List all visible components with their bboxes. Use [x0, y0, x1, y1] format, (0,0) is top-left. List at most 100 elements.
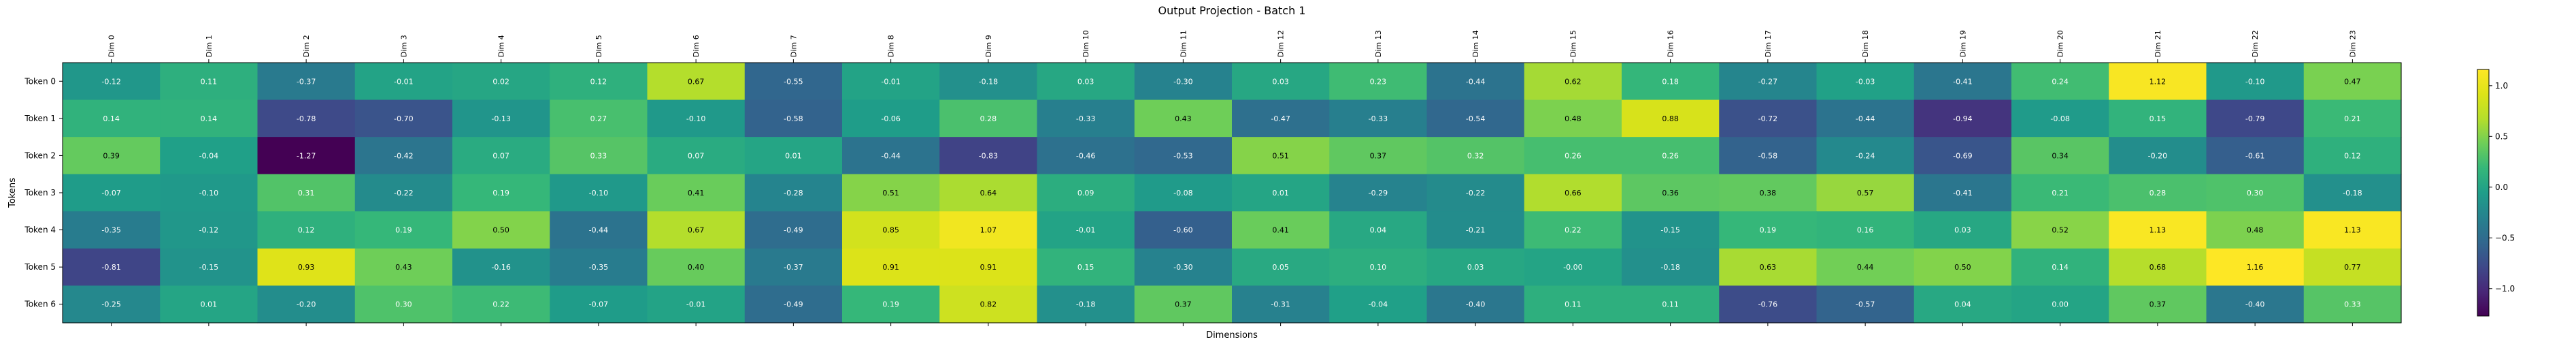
heatmap-cell	[1134, 248, 1233, 287]
cell-value-label: 0.64	[980, 189, 997, 197]
heatmap-cell	[2206, 99, 2305, 138]
cell-value-label: 0.47	[2344, 77, 2361, 86]
heatmap-cell	[1329, 211, 1428, 249]
cell-value-label: 0.05	[1272, 263, 1289, 272]
cell-value-label: 0.04	[1954, 300, 1971, 309]
cell-value-label: 0.03	[1467, 263, 1484, 272]
cell-value-label: 0.14	[201, 114, 218, 123]
x-tick-label: Dim 12	[1277, 30, 1286, 57]
heatmap-cell	[2109, 248, 2207, 287]
heatmap-cell	[1426, 99, 1525, 138]
x-tick-label: Dim 9	[984, 35, 993, 57]
x-axis-ticks: Dim 0 Dim 1 Dim 2 Dim 3 Dim 4 Dim 5 Dim 6 Dim 7…	[107, 30, 2357, 326]
cell-value-label: 0.07	[688, 151, 705, 160]
heatmap-cell	[257, 248, 356, 287]
heatmap-cell	[2206, 285, 2305, 323]
heatmap-cell	[1622, 174, 1720, 212]
heatmap-cell	[1232, 63, 1330, 101]
heatmap-cell	[257, 211, 356, 249]
heatmap-cell	[1913, 63, 2012, 101]
cell-value-label: -0.07	[101, 189, 120, 197]
cell-value-label: 0.33	[2344, 300, 2361, 309]
cell-value-label: -0.33	[1369, 114, 1388, 123]
cell-value-label: -0.27	[1758, 77, 1777, 86]
cell-value-label: 0.30	[395, 300, 412, 309]
y-axis-label: Tokens	[7, 178, 18, 208]
y-tick-label: Token 1	[24, 114, 56, 123]
y-axis-ticks: Token 0 Token 1 Token 2 Token 3 Token 4 Token…	[24, 76, 63, 309]
heatmap-cell	[939, 211, 1038, 249]
heatmap-cell	[354, 137, 453, 175]
cell-value-label: 0.03	[1954, 226, 1971, 235]
heatmap-cell	[2206, 211, 2305, 249]
cell-value-label: -0.40	[2245, 300, 2264, 309]
cell-value-label: 0.91	[980, 263, 997, 272]
cell-value-label: 0.26	[1662, 151, 1679, 160]
heatmap-cell	[1816, 248, 1915, 287]
cell-value-label: 0.34	[2052, 151, 2069, 160]
heatmap-cell	[1524, 285, 1622, 323]
heatmap-cell	[647, 285, 746, 323]
heatmap-cell	[744, 285, 843, 323]
heatmap-cell	[2206, 248, 2305, 287]
cell-value-label: 0.09	[1077, 189, 1094, 197]
x-tick-label: Dim 10	[1082, 30, 1090, 57]
cell-value-label: 0.48	[1565, 114, 1582, 123]
colorbar-tick-label: −1.0	[2495, 284, 2515, 294]
heatmap-cell	[1622, 63, 1720, 101]
cell-value-label: 0.57	[1857, 189, 1874, 197]
x-tick-label: Dim 3	[399, 35, 408, 57]
cell-value-label: -0.35	[589, 263, 608, 272]
cell-value-label: -0.76	[1758, 300, 1777, 309]
heatmap-cell	[939, 248, 1038, 287]
heatmap-cell	[744, 248, 843, 287]
heatmap-cell	[257, 285, 356, 323]
heatmap-cell	[1134, 137, 1233, 175]
cell-value-label: 0.03	[1077, 77, 1094, 86]
heatmap-cell	[1232, 211, 1330, 249]
cell-value-label: -0.30	[1173, 263, 1192, 272]
cell-value-label: -0.54	[1466, 114, 1485, 123]
cell-value-label: -0.31	[1271, 300, 1290, 309]
cell-value-label: 0.22	[1565, 226, 1582, 235]
cell-value-label: -0.22	[394, 189, 413, 197]
heatmap-cell	[744, 137, 843, 175]
cell-value-label: 0.33	[590, 151, 607, 160]
cell-value-label: 0.37	[1370, 151, 1387, 160]
heatmap-cell	[1816, 99, 1915, 138]
heatmap-cell	[2303, 285, 2402, 323]
heatmap-cells	[63, 63, 2402, 323]
heatmap-cell	[1134, 285, 1233, 323]
cell-value-label: 0.32	[1467, 151, 1484, 160]
heatmap-cell	[1037, 285, 1135, 323]
x-tick-label: Dim 23	[2348, 30, 2357, 57]
heatmap-cell	[63, 211, 161, 249]
heatmap-cell	[1913, 285, 2012, 323]
heatmap-cell	[2109, 137, 2207, 175]
cell-value-label: -0.29	[1369, 189, 1388, 197]
cell-value-label: 0.68	[2150, 263, 2167, 272]
heatmap-cell	[550, 211, 648, 249]
y-tick-label: Token 0	[24, 76, 56, 86]
cell-value-label: -0.18	[979, 77, 998, 86]
heatmap-cell	[1232, 248, 1330, 287]
cell-value-label: 0.28	[980, 114, 997, 123]
y-tick-label: Token 3	[24, 188, 56, 197]
cell-value-label: 0.12	[2344, 151, 2361, 160]
heatmap-cell	[1913, 211, 2012, 249]
heatmap-cell	[1524, 63, 1622, 101]
cell-value-label: -0.61	[2245, 151, 2264, 160]
heatmap-cell	[160, 137, 258, 175]
cell-value-label: 0.19	[395, 226, 412, 235]
heatmap-cell	[1719, 211, 1818, 249]
cell-value-label: 0.30	[2247, 189, 2264, 197]
heatmap-cell	[2303, 248, 2402, 287]
heatmap-cell	[2303, 174, 2402, 212]
colorbar-tick-label: 0.0	[2495, 183, 2508, 192]
cell-value-label: 0.43	[1175, 114, 1192, 123]
cell-value-label: 0.63	[1760, 263, 1777, 272]
cell-value-label: 0.77	[2344, 263, 2361, 272]
heatmap-cell	[550, 248, 648, 287]
cell-value-label: 0.15	[2150, 114, 2167, 123]
heatmap-cell	[744, 63, 843, 101]
